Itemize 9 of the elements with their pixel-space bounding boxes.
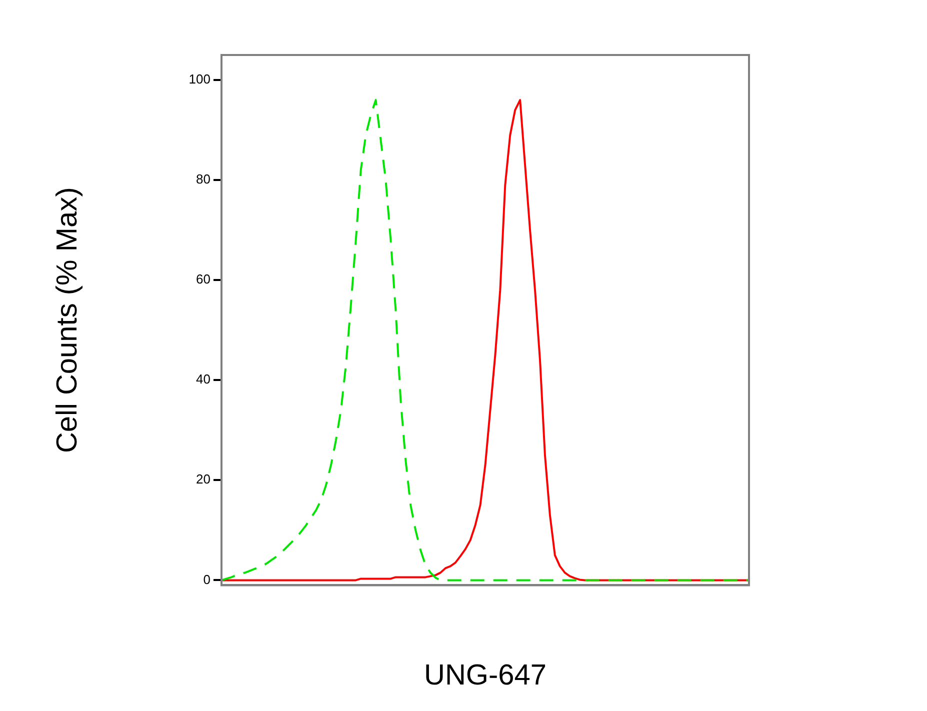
y-tick-label: 40 <box>196 372 210 387</box>
line-series <box>220 99 750 582</box>
y-tick-label: 60 <box>196 272 210 287</box>
y-tick-label: 0 <box>203 572 210 587</box>
y-tick-label: 20 <box>196 472 210 487</box>
y-tick-label: 80 <box>196 172 210 187</box>
y-axis-title: Cell Counts (% Max) <box>51 187 84 454</box>
y-tick-label: 100 <box>188 72 210 87</box>
x-axis-title: UNG-647 <box>424 660 546 692</box>
